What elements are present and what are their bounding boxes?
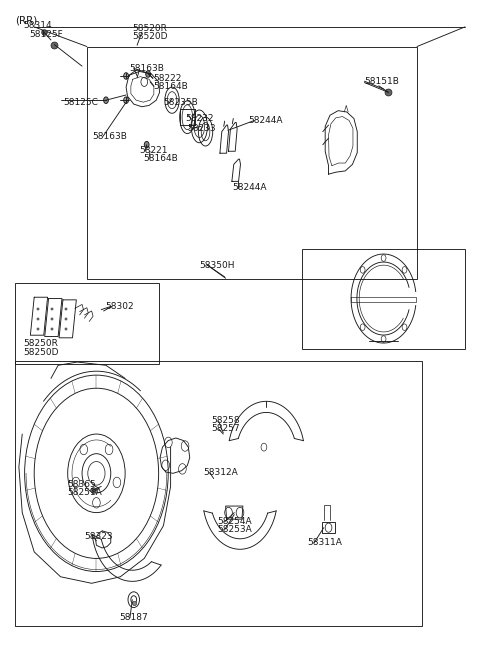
Text: 58125F: 58125F: [29, 30, 63, 39]
Text: 58520D: 58520D: [132, 31, 168, 41]
Text: 58323: 58323: [84, 532, 113, 541]
Text: 58235B: 58235B: [163, 98, 198, 108]
Circle shape: [124, 73, 129, 79]
Text: 58312A: 58312A: [203, 468, 238, 477]
Text: 58164B: 58164B: [144, 154, 178, 163]
Text: 58163B: 58163B: [93, 132, 128, 140]
Text: 58520R: 58520R: [132, 24, 167, 33]
Text: 58244A: 58244A: [249, 116, 283, 125]
Text: 58222: 58222: [153, 74, 181, 83]
Text: 58151B: 58151B: [364, 77, 399, 86]
Text: 58250D: 58250D: [24, 348, 59, 357]
Text: 58221: 58221: [140, 146, 168, 155]
Text: 58311A: 58311A: [307, 538, 342, 547]
Text: 58250R: 58250R: [24, 339, 59, 348]
Text: (RR): (RR): [15, 15, 37, 25]
Text: 58257: 58257: [211, 424, 240, 434]
Text: 58302: 58302: [105, 302, 133, 311]
Text: 58125C: 58125C: [63, 98, 98, 107]
Circle shape: [124, 97, 129, 104]
Text: 58314: 58314: [24, 21, 52, 30]
Text: 58233: 58233: [187, 124, 216, 133]
Text: 58164B: 58164B: [153, 82, 188, 91]
Text: 58232: 58232: [185, 114, 214, 123]
Text: 58163B: 58163B: [129, 64, 164, 73]
Text: 58365: 58365: [68, 480, 96, 489]
Text: 58251A: 58251A: [68, 488, 102, 497]
Text: 58244A: 58244A: [232, 184, 266, 192]
Text: 58187: 58187: [120, 613, 148, 623]
Text: 58258: 58258: [211, 417, 240, 426]
Circle shape: [104, 97, 108, 104]
Circle shape: [144, 142, 149, 148]
Circle shape: [146, 71, 151, 77]
Text: 58254A: 58254A: [217, 518, 252, 526]
Text: 58253A: 58253A: [217, 525, 252, 534]
Text: 58350H: 58350H: [199, 260, 235, 270]
